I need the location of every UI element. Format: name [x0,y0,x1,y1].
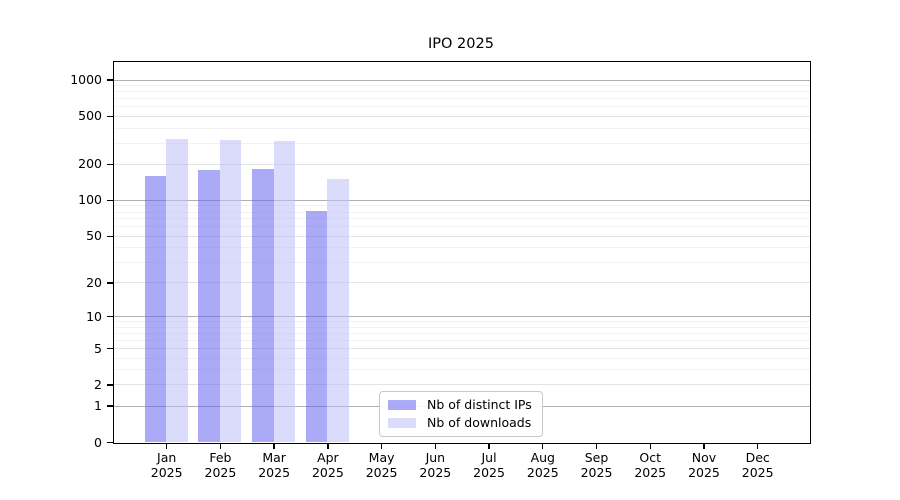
y-tick-label: 100 [78,192,102,208]
x-tick-label: Nov 2025 [688,449,720,481]
y-gridline-minor [114,211,810,213]
x-tick [542,443,544,449]
bar-downloads [273,140,296,442]
x-tick [703,443,705,449]
bar-distinct-ips [198,169,220,442]
y-tick-label: 200 [78,156,102,172]
y-gridline-minor [114,142,810,144]
x-tick [327,443,329,449]
y-gridline [114,348,810,350]
y-tick [107,199,113,202]
y-tick [107,405,113,407]
y-gridline [114,163,810,165]
x-tick [380,443,383,449]
y-gridline-minor [114,321,810,323]
x-tick-label: Jan 2025 [150,449,183,481]
x-tick-label: Dec 2025 [741,449,774,481]
y-tick-label: 1000 [70,72,102,88]
y-gridline-minor [114,91,810,93]
y-tick [107,163,113,166]
y-tick [107,79,113,81]
x-tick-label: Oct 2025 [634,449,667,481]
y-tick [107,235,113,237]
y-gridline-minor [114,127,810,129]
y-tick [107,282,113,284]
legend: Nb of distinct IPs Nb of downloads [379,391,543,437]
x-tick-label: Feb 2025 [204,449,237,481]
x-tick [649,443,651,449]
y-gridline-minor [114,98,810,100]
x-tick [273,443,275,449]
y-tick-label: 1 [94,398,102,414]
y-tick [107,316,113,318]
y-gridline-minor [114,357,810,359]
legend-label-distinct-ips: Nb of distinct IPs [427,397,532,412]
x-tick [166,443,168,449]
chart-title: IPO 2025 [428,36,494,52]
bar-distinct-ips [252,169,274,442]
y-gridline-minor [114,332,810,334]
y-tick-label: 20 [86,274,102,290]
y-tick-label: 2 [94,376,102,392]
y-gridline [114,115,810,117]
y-tick-label: 5 [94,340,102,356]
legend-swatch-downloads-icon [388,417,416,428]
legend-label-downloads: Nb of downloads [427,415,532,430]
y-gridline-minor [114,261,810,263]
bar-downloads [219,140,242,442]
y-tick [107,441,113,444]
x-tick-label: Jul 2025 [473,449,505,481]
x-tick [488,443,490,449]
x-tick-label: Sep 2025 [580,449,613,481]
legend-item-distinct-ips: Nb of distinct IPs [388,397,532,412]
legend-swatch-distinct-ips-icon [388,399,416,410]
y-tick-label: 0 [94,434,102,450]
plot-area [113,61,811,444]
y-gridline-minor [114,226,810,228]
y-gridline [114,384,810,386]
x-tick [595,443,598,449]
bar-distinct-ips [144,175,167,442]
y-gridline-minor [114,339,810,341]
x-tick-label: Apr 2025 [311,449,344,481]
x-tick [219,443,222,449]
x-tick [434,443,437,449]
y-gridline-minor [114,326,810,328]
y-tick-label: 10 [86,308,102,324]
y-gridline [114,199,810,201]
y-tick-label: 50 [86,228,102,244]
bar-distinct-ips [305,210,328,442]
x-tick [756,443,759,449]
legend-item-downloads: Nb of downloads [388,415,532,430]
x-tick-label: May 2025 [365,449,398,481]
y-gridline [114,316,810,318]
y-gridline-minor [114,218,810,220]
x-tick-label: Mar 2025 [258,449,291,481]
y-gridline-minor [114,247,810,249]
y-gridline-minor [114,369,810,371]
bar-downloads [166,138,188,442]
y-gridline-minor [114,106,810,108]
y-gridline [114,282,810,284]
y-tick [107,347,113,350]
bar-downloads [327,178,349,442]
x-tick-label: Jun 2025 [419,449,452,481]
y-gridline [114,79,810,81]
y-gridline-minor [114,85,810,87]
y-tick-label: 500 [78,108,102,124]
x-tick-label: Aug 2025 [526,449,559,481]
y-tick [107,384,113,386]
y-gridline [114,235,810,237]
y-tick [107,115,113,118]
y-gridline-minor [114,205,810,207]
